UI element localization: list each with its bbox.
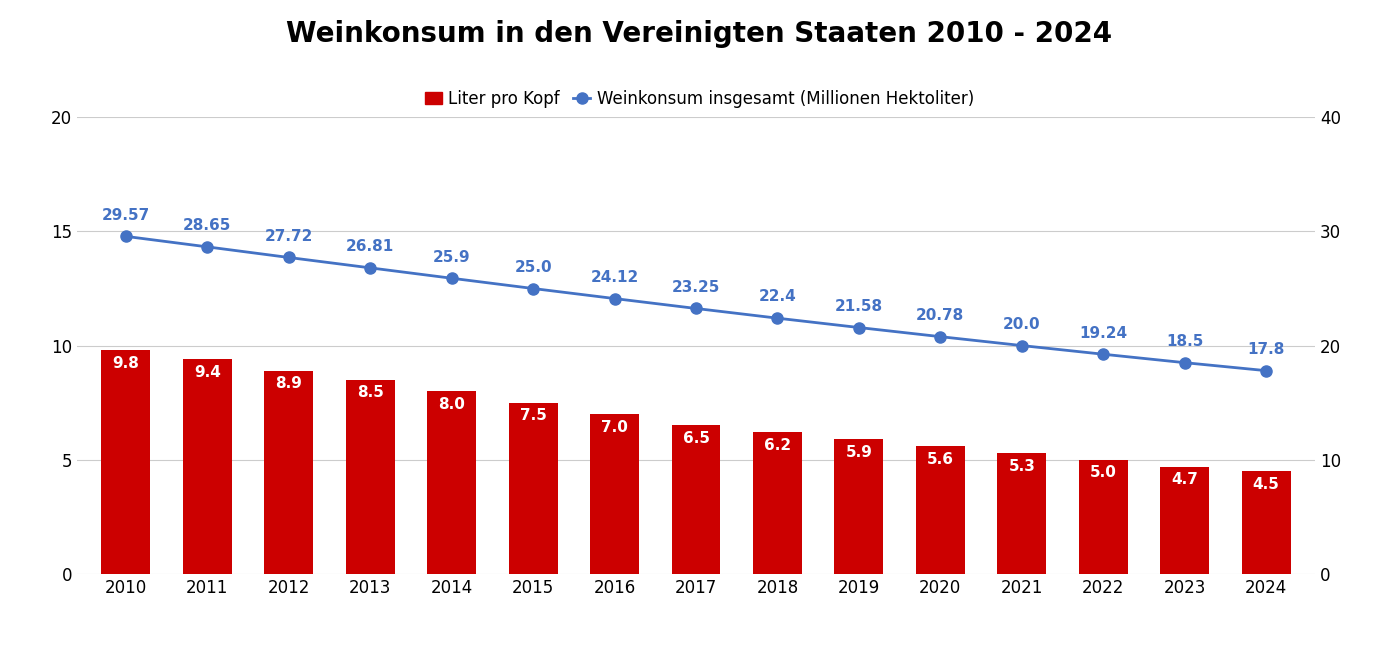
Text: 27.72: 27.72 (264, 229, 313, 244)
Text: 8.0: 8.0 (438, 397, 464, 412)
Weinkonsum insgesamt (Millionen Hektoliter) (118, 233, 134, 241)
Weinkonsum insgesamt (Millionen Hektoliter) (688, 304, 705, 312)
Text: 5.6: 5.6 (928, 452, 954, 467)
Bar (346, 379, 395, 574)
Text: 20.0: 20.0 (1003, 317, 1041, 332)
Text: 7.0: 7.0 (602, 420, 628, 435)
Weinkonsum insgesamt (Millionen Hektoliter) (1258, 366, 1274, 374)
Text: 20.78: 20.78 (916, 308, 964, 323)
Text: 9.8: 9.8 (112, 356, 140, 371)
Text: Weinkonsum in den Vereinigten Staaten 2010 - 2024: Weinkonsum in den Vereinigten Staaten 20… (287, 20, 1112, 48)
Bar (183, 359, 232, 574)
Weinkonsum insgesamt (Millionen Hektoliter) (525, 284, 541, 292)
Text: 22.4: 22.4 (758, 289, 796, 304)
Text: 21.58: 21.58 (835, 299, 883, 314)
Weinkonsum insgesamt (Millionen Hektoliter) (606, 295, 623, 303)
Text: 6.5: 6.5 (683, 431, 709, 446)
Text: 8.5: 8.5 (357, 385, 383, 400)
Weinkonsum insgesamt (Millionen Hektoliter) (1177, 359, 1193, 366)
Bar (509, 402, 558, 574)
Text: 9.4: 9.4 (194, 365, 221, 380)
Text: 4.5: 4.5 (1252, 477, 1280, 492)
Bar (834, 439, 883, 574)
Text: 5.9: 5.9 (845, 445, 873, 460)
Weinkonsum insgesamt (Millionen Hektoliter) (199, 243, 215, 251)
Text: 7.5: 7.5 (519, 408, 547, 423)
Bar (997, 452, 1046, 574)
Text: 29.57: 29.57 (102, 208, 150, 223)
Weinkonsum insgesamt (Millionen Hektoliter) (280, 254, 297, 261)
Text: 19.24: 19.24 (1079, 325, 1128, 340)
Text: 24.12: 24.12 (590, 270, 639, 285)
Text: 5.3: 5.3 (1009, 458, 1035, 473)
Text: 17.8: 17.8 (1248, 342, 1284, 357)
Bar (753, 432, 802, 574)
Weinkonsum insgesamt (Millionen Hektoliter) (362, 264, 379, 272)
Text: 6.2: 6.2 (764, 438, 790, 453)
Text: 4.7: 4.7 (1171, 472, 1198, 487)
Text: 28.65: 28.65 (183, 218, 231, 233)
Text: 8.9: 8.9 (276, 376, 302, 391)
Weinkonsum insgesamt (Millionen Hektoliter) (769, 314, 786, 322)
Text: 25.0: 25.0 (515, 259, 551, 275)
Weinkonsum insgesamt (Millionen Hektoliter) (1013, 342, 1030, 349)
Bar (427, 391, 476, 574)
Bar (101, 350, 150, 574)
Bar (1242, 471, 1291, 574)
Weinkonsum insgesamt (Millionen Hektoliter) (932, 333, 949, 340)
Text: 25.9: 25.9 (432, 250, 470, 265)
Bar (916, 446, 965, 574)
Text: 18.5: 18.5 (1165, 334, 1203, 349)
Legend: Liter pro Kopf, Weinkonsum insgesamt (Millionen Hektoliter): Liter pro Kopf, Weinkonsum insgesamt (Mi… (418, 83, 981, 115)
Bar (1079, 460, 1128, 574)
Line: Weinkonsum insgesamt (Millionen Hektoliter): Weinkonsum insgesamt (Millionen Hektolit… (120, 231, 1272, 376)
Weinkonsum insgesamt (Millionen Hektoliter) (443, 274, 460, 282)
Bar (672, 426, 720, 574)
Bar (590, 414, 639, 574)
Text: 26.81: 26.81 (346, 239, 395, 254)
Weinkonsum insgesamt (Millionen Hektoliter) (1095, 350, 1112, 358)
Text: 23.25: 23.25 (672, 280, 720, 295)
Weinkonsum insgesamt (Millionen Hektoliter) (851, 323, 867, 331)
Text: 5.0: 5.0 (1090, 466, 1116, 481)
Bar (1160, 467, 1209, 574)
Bar (264, 370, 313, 574)
